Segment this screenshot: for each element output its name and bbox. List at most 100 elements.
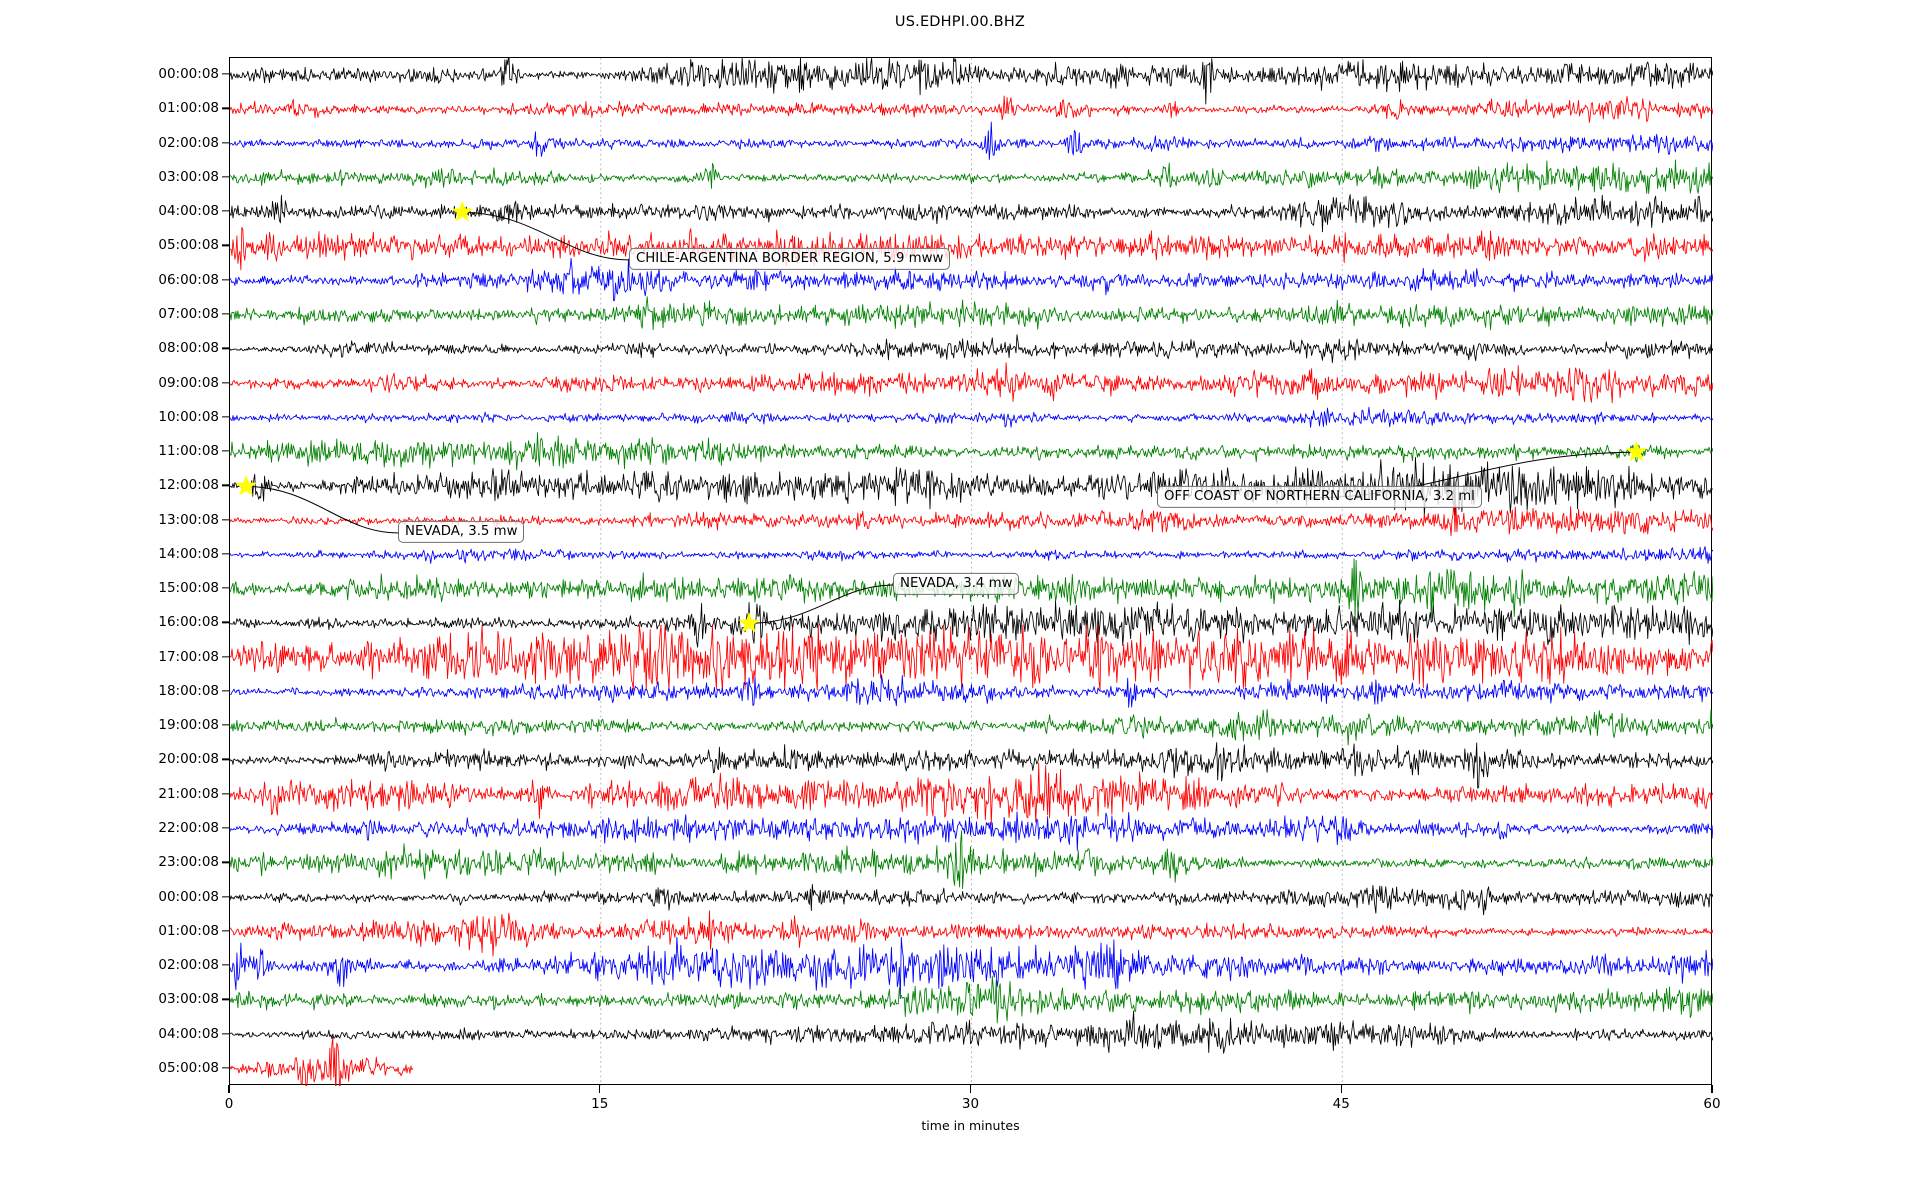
x-axis-tick-mark	[1711, 1085, 1713, 1093]
y-axis-tick-mark	[222, 964, 230, 966]
y-axis-tick-mark	[222, 998, 230, 1000]
y-axis-tick-label: 19:00:08	[158, 717, 219, 734]
y-axis-tick-label: 13:00:08	[158, 511, 219, 528]
x-axis-tick-mark	[228, 1085, 230, 1093]
trace-line	[230, 709, 1713, 746]
trace-line	[230, 975, 1713, 1024]
y-axis-tick-mark	[222, 279, 230, 281]
event-star-markers	[235, 200, 1648, 633]
trace-line	[230, 362, 1713, 404]
y-axis-tick-label: 10:00:08	[158, 408, 219, 425]
y-axis-tick-label: 16:00:08	[158, 614, 219, 631]
y-axis-tick-label: 14:00:08	[158, 545, 219, 562]
y-axis-tick-mark	[222, 587, 230, 589]
y-axis-tick-mark	[222, 553, 230, 555]
y-axis-tick-mark	[222, 518, 230, 521]
y-axis-tick-mark	[222, 758, 230, 761]
trace-line	[230, 257, 1713, 302]
event-annotation-chile-argentina: CHILE-ARGENTINA BORDER REGION, 5.9 mww	[629, 247, 951, 271]
y-axis-tick-mark	[222, 724, 230, 726]
y-axis-tick-mark	[222, 73, 230, 75]
event-annotation-nevada-3-5: NEVADA, 3.5 mw	[398, 520, 525, 544]
y-axis-tick-label: 02:00:08	[158, 957, 219, 974]
star-icon	[1625, 440, 1648, 462]
annotation-leader-line	[749, 584, 895, 624]
y-axis-tick-label: 02:00:08	[158, 134, 219, 151]
y-axis-tick-mark	[222, 1067, 230, 1069]
trace-line	[230, 742, 1713, 789]
trace-line	[230, 599, 1713, 648]
y-axis-tick-mark	[222, 621, 230, 624]
y-axis-tick-label: 18:00:08	[158, 682, 219, 699]
plot-area	[229, 57, 1713, 1086]
y-axis-tick-mark	[222, 313, 230, 315]
trace-line	[230, 406, 1713, 428]
trace-line	[230, 546, 1713, 564]
y-axis-tick-label: 12:00:08	[158, 477, 219, 494]
event-annotation-nevada-3-4: NEVADA, 3.4 mw	[893, 572, 1020, 596]
trace-line	[230, 334, 1713, 364]
y-axis-tick-mark	[222, 176, 230, 178]
y-axis-tick-label: 03:00:08	[158, 991, 219, 1008]
star-icon	[738, 612, 760, 633]
trace-line	[230, 910, 1713, 957]
x-axis-tick-label: 15	[591, 1096, 609, 1112]
y-axis-tick-mark	[222, 861, 230, 863]
y-axis-tick-label: 06:00:08	[158, 271, 219, 288]
y-axis-tick-mark	[222, 107, 230, 110]
x-axis-tick-label: 60	[1703, 1096, 1721, 1112]
y-axis-tick-label: 15:00:08	[158, 580, 219, 597]
y-axis-tick-mark	[222, 793, 230, 795]
y-axis-tick-mark	[222, 484, 230, 486]
y-axis-tick-label: 23:00:08	[158, 854, 219, 871]
y-axis-tick-label: 09:00:08	[158, 374, 219, 391]
y-axis-tick-label: 11:00:08	[158, 443, 219, 460]
trace-line	[230, 159, 1713, 195]
y-axis-tick-label: 01:00:08	[158, 922, 219, 939]
trace-line	[230, 58, 1713, 105]
y-axis-tick-mark	[222, 450, 230, 452]
x-axis-tick-mark	[1340, 1085, 1342, 1093]
y-axis-tick-mark	[222, 142, 230, 144]
star-icon	[451, 200, 474, 222]
annotation-leader-line	[462, 211, 631, 261]
y-axis-tick-label: 20:00:08	[158, 751, 219, 768]
y-axis-tick-label: 04:00:08	[158, 203, 219, 220]
trace-line	[230, 624, 1713, 691]
seismogram-traces	[230, 58, 1713, 1086]
star-icon	[235, 474, 257, 496]
y-axis-tick-mark	[222, 381, 230, 384]
trace-line	[230, 936, 1713, 1000]
trace-line	[230, 121, 1713, 161]
y-axis-tick-mark	[222, 827, 230, 829]
event-annotation-off-coast-n-california: OFF COAST OF NORTHERN CALIFORNIA, 3.2 ml	[1157, 485, 1482, 509]
y-axis-tick-label: 00:00:08	[158, 66, 219, 83]
page-title: US.EDHPI.00.BHZ	[894, 14, 1026, 30]
y-axis-tick-label: 00:00:08	[158, 888, 219, 905]
trace-line	[230, 883, 1713, 916]
x-axis-tick-label: 45	[1332, 1096, 1350, 1112]
y-axis-tick-label: 08:00:08	[158, 340, 219, 357]
grid-lines	[600, 58, 1343, 1086]
y-axis-tick-label: 05:00:08	[158, 1059, 219, 1076]
y-axis-tick-label: 22:00:08	[158, 820, 219, 836]
y-axis-tick-mark	[222, 656, 230, 658]
trace-line	[230, 226, 1713, 271]
annotation-leader-line	[246, 485, 400, 534]
y-axis-tick-label: 05:00:08	[158, 237, 219, 254]
y-axis-tick-mark	[222, 895, 230, 898]
y-axis-tick-mark	[222, 210, 230, 212]
trace-line	[230, 95, 1713, 123]
trace-line	[230, 432, 1713, 471]
y-axis-tick-mark	[222, 690, 230, 692]
y-axis-tick-mark	[222, 244, 230, 247]
trace-line	[230, 296, 1713, 331]
trace-line	[230, 1010, 1713, 1054]
y-axis-tick-label: 07:00:08	[158, 306, 219, 322]
trace-line	[230, 194, 1713, 233]
trace-line	[230, 830, 1713, 890]
y-axis-tick-label: 01:00:08	[158, 100, 219, 117]
x-axis-tick-label: 0	[224, 1096, 234, 1112]
y-axis-tick-label: 03:00:08	[158, 168, 219, 185]
